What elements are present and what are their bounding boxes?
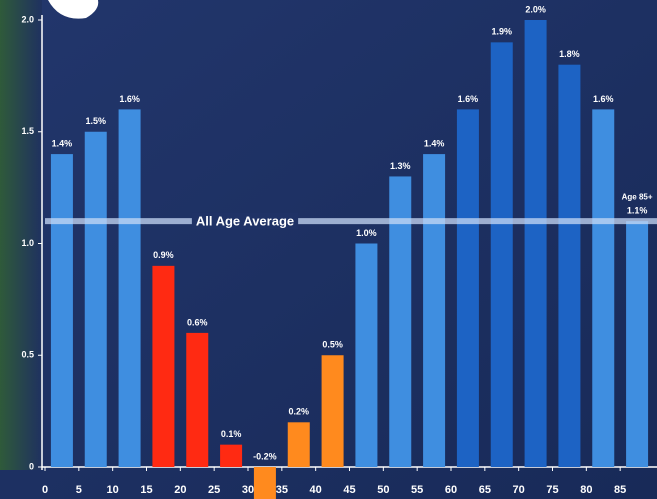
x-tick-label: 35 xyxy=(276,484,288,496)
x-tick-label: 15 xyxy=(140,484,152,496)
bar xyxy=(50,154,73,467)
y-tick-label: 2.0 xyxy=(21,14,34,24)
value-label: 1.4% xyxy=(424,138,445,148)
bar xyxy=(626,221,649,467)
x-tick-label: 10 xyxy=(107,484,119,496)
value-label: 1.0% xyxy=(356,228,377,238)
value-label: 1.1% xyxy=(627,206,648,216)
value-label: 2.0% xyxy=(525,4,546,14)
y-tick-label: 0.5 xyxy=(21,350,34,360)
x-tick-label: 45 xyxy=(343,484,355,496)
bar xyxy=(389,176,412,467)
value-label: 0.1% xyxy=(221,429,242,439)
bar xyxy=(152,265,175,467)
value-label: 0.2% xyxy=(288,407,309,417)
value-label: 1.6% xyxy=(593,94,614,104)
x-tick-label: 60 xyxy=(445,484,457,496)
value-label: 1.4% xyxy=(52,138,73,148)
y-tick-label: 1.5 xyxy=(21,126,34,136)
x-tick-label: 70 xyxy=(513,484,525,496)
bar xyxy=(456,109,479,468)
value-label: 1.5% xyxy=(85,116,106,126)
average-label: All Age Average xyxy=(196,214,294,229)
bar xyxy=(84,131,107,467)
x-tick-label: 30 xyxy=(242,484,254,496)
bar xyxy=(558,64,581,467)
bar xyxy=(524,20,547,467)
x-tick-label: 40 xyxy=(310,484,322,496)
side-photo xyxy=(0,0,42,470)
bar xyxy=(355,243,378,467)
x-tick-label: 20 xyxy=(174,484,186,496)
value-label: 1.9% xyxy=(491,27,512,37)
bar xyxy=(220,444,243,467)
value-label: 1.8% xyxy=(559,49,580,59)
bar xyxy=(287,422,310,467)
value-label: 0.9% xyxy=(153,250,174,260)
bar xyxy=(118,109,141,468)
logo-fragment xyxy=(48,0,99,19)
y-tick-label: 0 xyxy=(29,461,34,471)
bar xyxy=(321,355,344,467)
y-tick-label: 1.0 xyxy=(21,238,34,248)
x-tick-label: 75 xyxy=(546,484,558,496)
x-tick-label: 50 xyxy=(377,484,389,496)
x-tick-label: 0 xyxy=(42,484,48,496)
bar xyxy=(253,467,276,499)
x-tick-label: 5 xyxy=(76,484,82,496)
bar xyxy=(186,332,209,467)
average-label-bg xyxy=(191,212,299,230)
value-label: 0.6% xyxy=(187,317,208,327)
bar xyxy=(423,154,446,467)
x-tick-label: 25 xyxy=(208,484,220,496)
value-label: 1.6% xyxy=(458,94,479,104)
bar xyxy=(592,109,615,468)
value-label: 1.3% xyxy=(390,161,411,171)
x-tick-label: 55 xyxy=(411,484,423,496)
bar-note: Age 85+ xyxy=(622,192,653,201)
bar xyxy=(490,42,513,467)
value-label: 1.6% xyxy=(119,94,140,104)
value-label: 0.5% xyxy=(322,340,343,350)
x-tick-label: 65 xyxy=(479,484,491,496)
value-label: -0.2% xyxy=(253,451,277,461)
x-tick-label: 85 xyxy=(614,484,626,496)
x-tick-label: 80 xyxy=(580,484,592,496)
